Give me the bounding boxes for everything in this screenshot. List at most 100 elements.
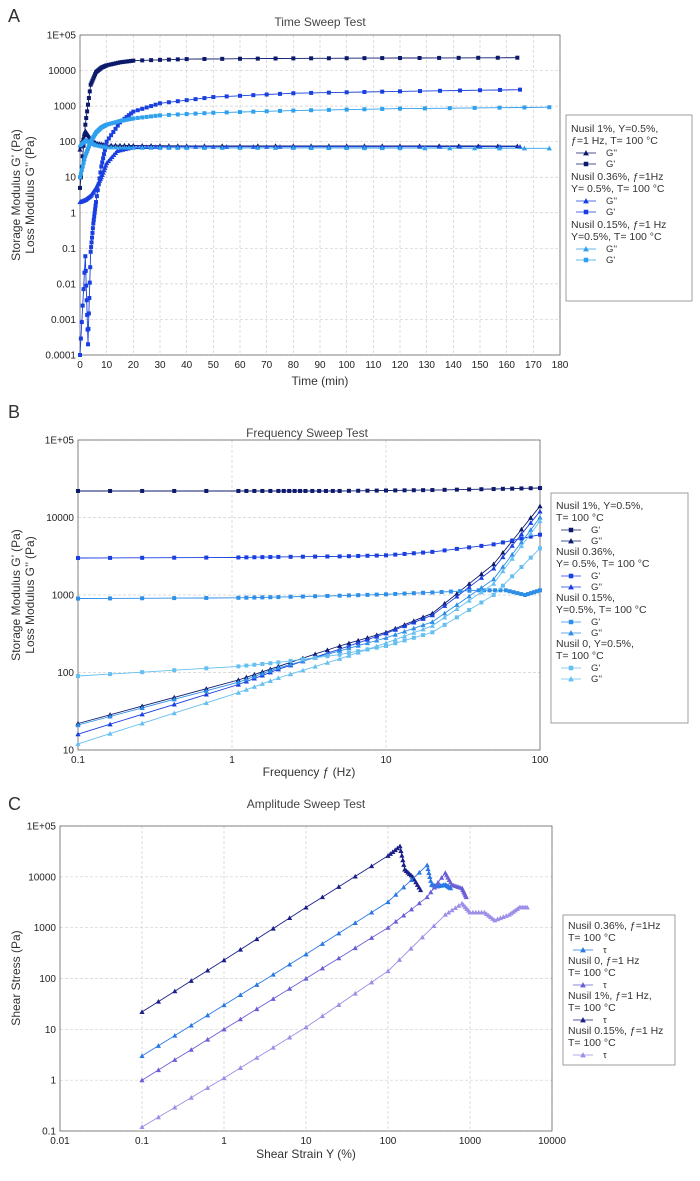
data-point: [270, 925, 276, 931]
series-line: [141, 845, 421, 1013]
data-point: [303, 904, 309, 910]
panel-label-c: C: [8, 794, 21, 814]
data-point: [522, 105, 527, 110]
data-point: [365, 553, 370, 558]
data-point: [449, 907, 455, 913]
data-point: [75, 741, 81, 746]
data-point: [90, 226, 95, 231]
data-point: [456, 55, 461, 60]
data-point: [408, 945, 414, 951]
data-point: [374, 633, 380, 639]
data-point: [393, 641, 398, 646]
data-point: [126, 117, 131, 122]
data-point: [203, 688, 209, 693]
data-point: [172, 1104, 178, 1110]
data-point: [129, 116, 134, 121]
data-point: [416, 900, 422, 906]
data-point: [273, 56, 278, 61]
panel-label-b: B: [8, 402, 20, 422]
data-point: [270, 1044, 276, 1050]
data-point: [90, 230, 95, 235]
panel-label-a: A: [8, 6, 20, 26]
data-point: [454, 487, 459, 492]
legend-entry-label: G': [591, 617, 600, 628]
data-point: [108, 144, 114, 150]
data-point: [103, 162, 109, 168]
data-point: [374, 643, 380, 649]
data-point: [276, 554, 281, 559]
x-tick-label: 0.1: [71, 755, 85, 766]
data-point: [111, 61, 116, 66]
x-tick-label: 10: [380, 755, 392, 766]
data-point: [524, 904, 530, 910]
data-point: [442, 487, 447, 492]
data-point: [155, 998, 161, 1004]
data-point: [78, 185, 82, 190]
data-point: [259, 670, 265, 676]
data-point: [448, 589, 453, 594]
data-point: [310, 488, 315, 493]
data-point: [81, 143, 86, 148]
series-line: [77, 520, 541, 745]
x-tick-label: 80: [288, 360, 300, 371]
chart-title-c: Amplitude Sweep Test: [247, 797, 366, 811]
data-point: [519, 592, 524, 597]
data-point: [476, 588, 481, 593]
data-point: [108, 596, 113, 601]
data-point: [319, 941, 325, 946]
data-point: [309, 90, 314, 95]
data-point: [500, 583, 505, 588]
data-point: [325, 654, 330, 659]
data-point: [467, 545, 472, 550]
data-point: [420, 616, 426, 621]
data-point: [380, 89, 385, 94]
data-point: [270, 996, 276, 1001]
legend-entry-label: τ: [603, 945, 607, 956]
x-tick-label: 10: [101, 360, 113, 371]
data-point: [352, 945, 358, 951]
data-point: [344, 56, 349, 61]
data-point: [130, 145, 136, 150]
data-point: [344, 90, 349, 95]
data-point: [268, 595, 273, 600]
data-point: [106, 122, 111, 127]
legend-box: [550, 492, 689, 724]
data-point: [115, 119, 120, 124]
data-point: [426, 870, 432, 876]
data-point: [398, 848, 404, 853]
data-point: [411, 488, 416, 493]
data-point: [442, 548, 447, 553]
data-point: [313, 655, 318, 660]
y-tick-label: 0.01: [57, 279, 77, 290]
data-point: [498, 588, 503, 593]
data-point: [236, 664, 241, 669]
data-point: [129, 111, 134, 116]
data-point: [224, 94, 229, 99]
data-point: [166, 100, 171, 105]
panel-a: A Time Sweep Test 0 10 20 30 40 50 60 70 80 90 100…: [8, 6, 693, 388]
x-tick-label: 100: [532, 755, 549, 766]
data-point: [221, 1075, 227, 1081]
data-point: [355, 640, 361, 645]
data-point: [111, 120, 116, 125]
data-point: [431, 923, 437, 929]
data-point: [500, 564, 506, 569]
series-nusil-0-15-g-: [76, 588, 542, 601]
data-point: [78, 353, 82, 357]
data-point: [487, 588, 492, 593]
data-point: [188, 1022, 194, 1028]
data-point: [428, 878, 434, 883]
data-point: [251, 93, 256, 98]
data-point: [83, 268, 88, 273]
data-point: [336, 955, 342, 961]
series-nusil-0-: [139, 870, 469, 1083]
legend-group-label: T= 100 °C: [568, 1002, 616, 1014]
series-line: [77, 511, 541, 735]
legend-group-label: Nusil 0, ƒ=1 Hz: [568, 955, 640, 967]
data-point: [139, 711, 145, 717]
data-point: [420, 622, 426, 628]
y-axis-label-b-loss: Loss Modulus G’’ (Pa): [23, 536, 37, 653]
data-point: [466, 581, 472, 586]
legend-group-label: T= 100 °C: [556, 512, 604, 524]
data-point: [417, 144, 423, 149]
